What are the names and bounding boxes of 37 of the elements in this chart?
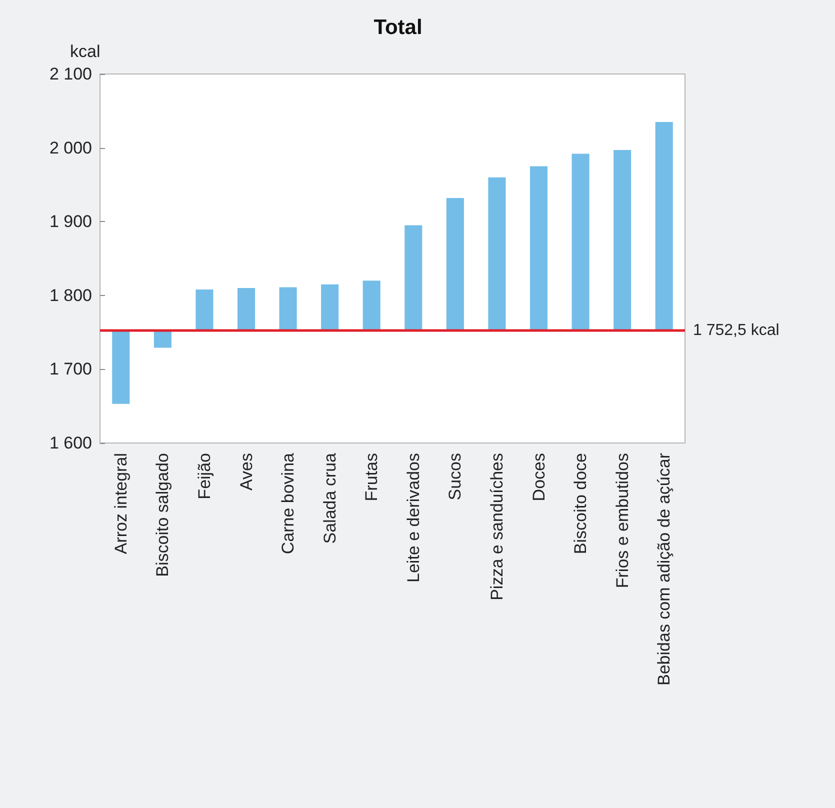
chart-title: Total <box>374 16 422 39</box>
x-tick-label: Frios e embutidos <box>612 453 632 588</box>
y-tick-label: 2 000 <box>49 138 92 158</box>
bar <box>112 330 130 404</box>
bar <box>154 330 172 348</box>
x-tick-label: Sucos <box>446 453 465 500</box>
ref-line-label: 1 752,5 kcal <box>693 322 780 339</box>
y-tick-label: 1 700 <box>49 360 92 379</box>
y-tick-label: 1 800 <box>49 286 92 305</box>
x-tick-label: Feijão <box>194 453 214 500</box>
bar <box>404 225 422 330</box>
x-tick-label: Carne bovina <box>278 452 298 554</box>
x-tick-label: Pizza e sanduíches <box>487 453 506 600</box>
bar <box>488 177 506 330</box>
y-axis-title: kcal <box>70 42 100 61</box>
bar <box>321 284 339 330</box>
x-tick-label: Biscoito doce <box>571 453 590 554</box>
x-tick-label: Frutas <box>362 453 382 502</box>
y-tick-label: 1 600 <box>49 434 92 452</box>
bar <box>237 288 256 330</box>
y-tick-label: 2 100 <box>49 64 92 84</box>
bar <box>196 289 214 330</box>
x-tick-label: Biscoito salgado <box>153 453 172 577</box>
bar <box>279 287 297 330</box>
bar <box>572 154 590 330</box>
bar <box>530 166 548 330</box>
x-tick-label: Doces <box>529 453 548 502</box>
x-tick-label: Salada crua <box>320 452 340 544</box>
bar <box>362 280 380 330</box>
x-tick-label: Aves <box>236 453 256 490</box>
x-tick-label: Arroz integral <box>111 453 130 554</box>
bar <box>614 150 632 330</box>
x-tick-label: Leite e derivados <box>404 453 423 582</box>
bar <box>446 198 464 330</box>
x-tick-label: Bebidas com adição de açúcar <box>654 452 674 686</box>
bar <box>655 122 673 330</box>
y-tick-label: 1 900 <box>49 212 92 232</box>
